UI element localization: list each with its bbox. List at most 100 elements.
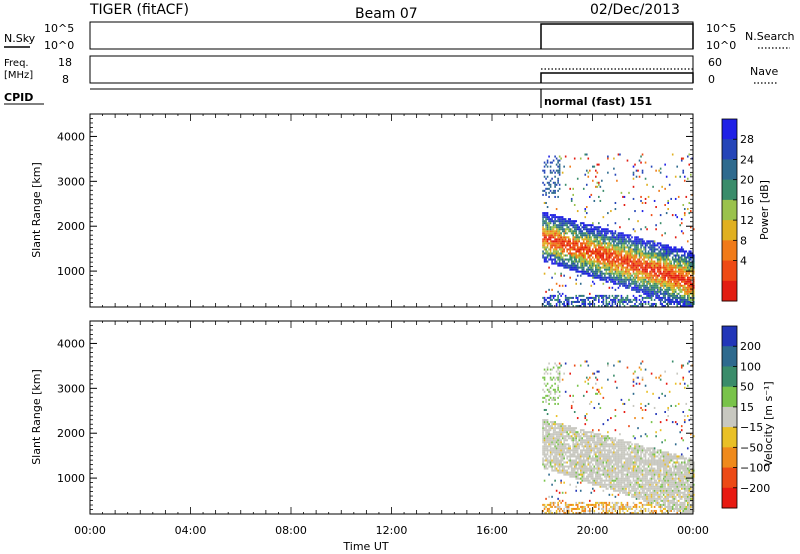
velocity-echo-cell [575, 507, 578, 510]
power-echo-cell [623, 242, 626, 245]
power-echo-cell [555, 246, 558, 249]
power-echo-cell [661, 254, 663, 257]
velocity-echo-cell [581, 477, 584, 480]
power-echo-cell [637, 274, 639, 277]
power-echo-cell [677, 278, 680, 281]
power-echo-cell [548, 228, 550, 231]
velocity-echo-cell [587, 441, 590, 444]
power-echo-cell [569, 252, 571, 255]
power-echo-cell [588, 240, 591, 243]
power-echo-cell [620, 262, 623, 265]
velocity-echo-cell [579, 443, 582, 446]
power-echo-cell [641, 171, 644, 174]
velocity-echo-cell [614, 507, 617, 510]
velocity-echo-cell [588, 437, 591, 440]
velocity-echo-cell [607, 455, 609, 458]
power-echo-cell [554, 155, 556, 158]
power-echo-cell [652, 250, 654, 253]
velocity-echo-cell [554, 461, 556, 464]
power-echo-cell [682, 262, 685, 265]
power-echo-cell [593, 298, 596, 301]
power-echo-cell [686, 298, 689, 301]
velocity-echo-cell [582, 445, 585, 448]
velocity-echo-cell [548, 388, 550, 391]
power-echo-cell [646, 274, 648, 277]
power-echo-cell [561, 240, 564, 243]
velocity-echo-cell [569, 503, 571, 506]
velocity-echo-cell [557, 497, 559, 500]
power-echo-cell [605, 300, 608, 303]
power-echo-cell [570, 300, 573, 303]
velocity-echo-cell [611, 507, 614, 510]
power-echo-cell [585, 206, 588, 209]
power-echo-cell [638, 262, 641, 265]
velocity-echo-cell [595, 463, 597, 466]
power-echo-cell [674, 246, 677, 249]
velocity-echo-cell [569, 459, 571, 462]
power-echo-cell [656, 268, 659, 271]
power-echo-cell [625, 262, 627, 265]
velocity-echo-cell [546, 382, 549, 385]
velocity-echo-cell [548, 473, 550, 476]
velocity-echo-cell [549, 433, 552, 436]
power-echo-cell [622, 274, 624, 277]
power-echo-cell [656, 292, 659, 295]
power-echo-cell [670, 252, 672, 255]
velocity-echo-cell [632, 467, 635, 470]
velocity-echo-cell [613, 364, 615, 367]
velocity-echo-cell [578, 507, 581, 510]
power-echo-cell [647, 296, 650, 299]
velocity-echo-cell [643, 507, 645, 510]
power-echo-cell [673, 272, 676, 275]
power-echo-cell [644, 270, 647, 273]
power-echo-cell [682, 254, 685, 257]
velocity-echo-cell [640, 477, 642, 480]
velocity-echo-cell [638, 459, 641, 462]
power-echo-cell [608, 262, 611, 265]
power-echo-cell [673, 290, 676, 293]
power-echo-cell [679, 284, 682, 287]
power-echo-cell [543, 183, 546, 186]
power-echo-cell [588, 248, 591, 251]
power-echo-cell [545, 248, 547, 251]
power-echo-cell [682, 260, 685, 263]
velocity-echo-cell [549, 453, 552, 456]
velocity-echo-cell [607, 445, 609, 448]
power-echo-cell [689, 304, 692, 307]
velocity-echo-cell [622, 467, 624, 470]
power-echo-cell [652, 266, 654, 269]
power-echo-cell [575, 278, 578, 281]
power-echo-cell [593, 262, 596, 265]
velocity-echo-cell [619, 471, 621, 474]
velocity-echo-cell [595, 501, 597, 504]
power-echo-cell [686, 304, 689, 307]
power-echo-cell [640, 272, 642, 275]
velocity-echo-cell [545, 433, 547, 436]
power-echo-cell [561, 220, 564, 223]
power-echo-cell [662, 270, 665, 273]
power-echo-cell [587, 224, 590, 227]
power-echo-cell [542, 296, 544, 299]
power-echo-cell [610, 270, 612, 273]
power-echo-cell [670, 288, 672, 291]
power-echo-cell [662, 286, 665, 289]
power-echo-cell [661, 304, 663, 307]
power-echo-cell [649, 248, 651, 251]
power-echo-cell [661, 256, 663, 259]
power-echo-cell [546, 232, 549, 235]
power-echo-cell [665, 244, 668, 247]
power-echo-cell [640, 280, 642, 283]
power-echo-cell [593, 226, 596, 229]
velocity-echo-cell [638, 463, 641, 466]
power-echo-cell [548, 304, 550, 307]
velocity-echo-cell [601, 507, 603, 510]
power-echo-cell [649, 254, 651, 257]
power-echo-cell [674, 264, 677, 267]
power-echo-cell [576, 270, 579, 273]
power-echo-cell [667, 300, 669, 303]
velocity-echo-cell [641, 485, 644, 488]
velocity-echo-cell [613, 469, 615, 472]
velocity-echo-cell [581, 451, 584, 454]
power-echo-cell [638, 282, 641, 285]
velocity-echo-cell [587, 378, 590, 381]
